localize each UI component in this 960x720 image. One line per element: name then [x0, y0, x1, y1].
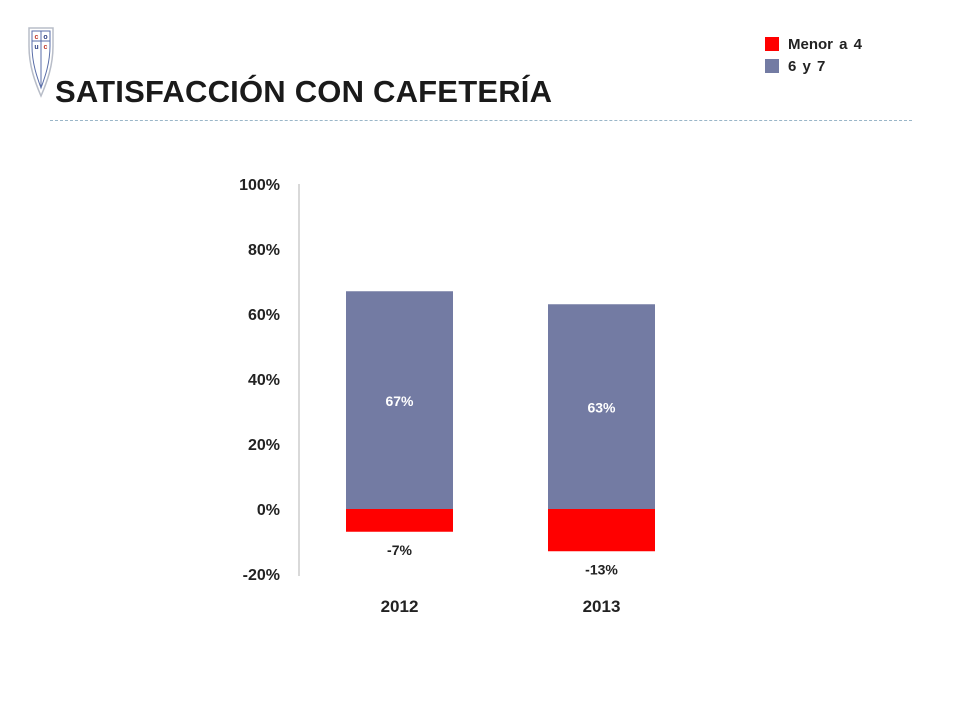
- legend-label: Menor a 4: [788, 35, 863, 53]
- y-tick-label: -20%: [243, 567, 280, 584]
- legend-item: 6 y 7: [765, 55, 862, 77]
- logo-letter: c: [44, 44, 48, 51]
- y-tick-label: 100%: [239, 177, 280, 194]
- x-tick-label: 2012: [381, 597, 419, 616]
- y-tick-label: 60%: [248, 307, 280, 324]
- logo-letter: o: [43, 34, 47, 41]
- university-logo: c o u c: [28, 27, 54, 98]
- y-tick-label: 0%: [257, 502, 280, 519]
- data-label: -7%: [387, 542, 412, 558]
- legend-label: 6 y 7: [788, 57, 826, 75]
- bar-segment: [548, 509, 655, 552]
- chart-legend: Menor a 4 6 y 7: [765, 33, 862, 77]
- bar-segment: [548, 304, 655, 509]
- title-divider: [50, 120, 912, 121]
- legend-swatch: [765, 37, 779, 51]
- logo-letter: c: [35, 34, 39, 41]
- y-tick-label: 40%: [248, 372, 280, 389]
- x-tick-label: 2013: [583, 597, 621, 616]
- y-tick-label: 20%: [248, 437, 280, 454]
- page-title: SATISFACCIÓN CON CAFETERÍA: [55, 74, 553, 109]
- data-label: -13%: [585, 561, 618, 577]
- bar-segment: [346, 509, 453, 532]
- y-tick-label: 80%: [248, 242, 280, 259]
- logo-letter: u: [34, 44, 38, 51]
- legend-item: Menor a 4: [765, 33, 862, 55]
- legend-swatch: [765, 59, 779, 73]
- bar-segment: [346, 291, 453, 509]
- data-label: 67%: [385, 393, 414, 409]
- data-label: 63%: [587, 400, 616, 416]
